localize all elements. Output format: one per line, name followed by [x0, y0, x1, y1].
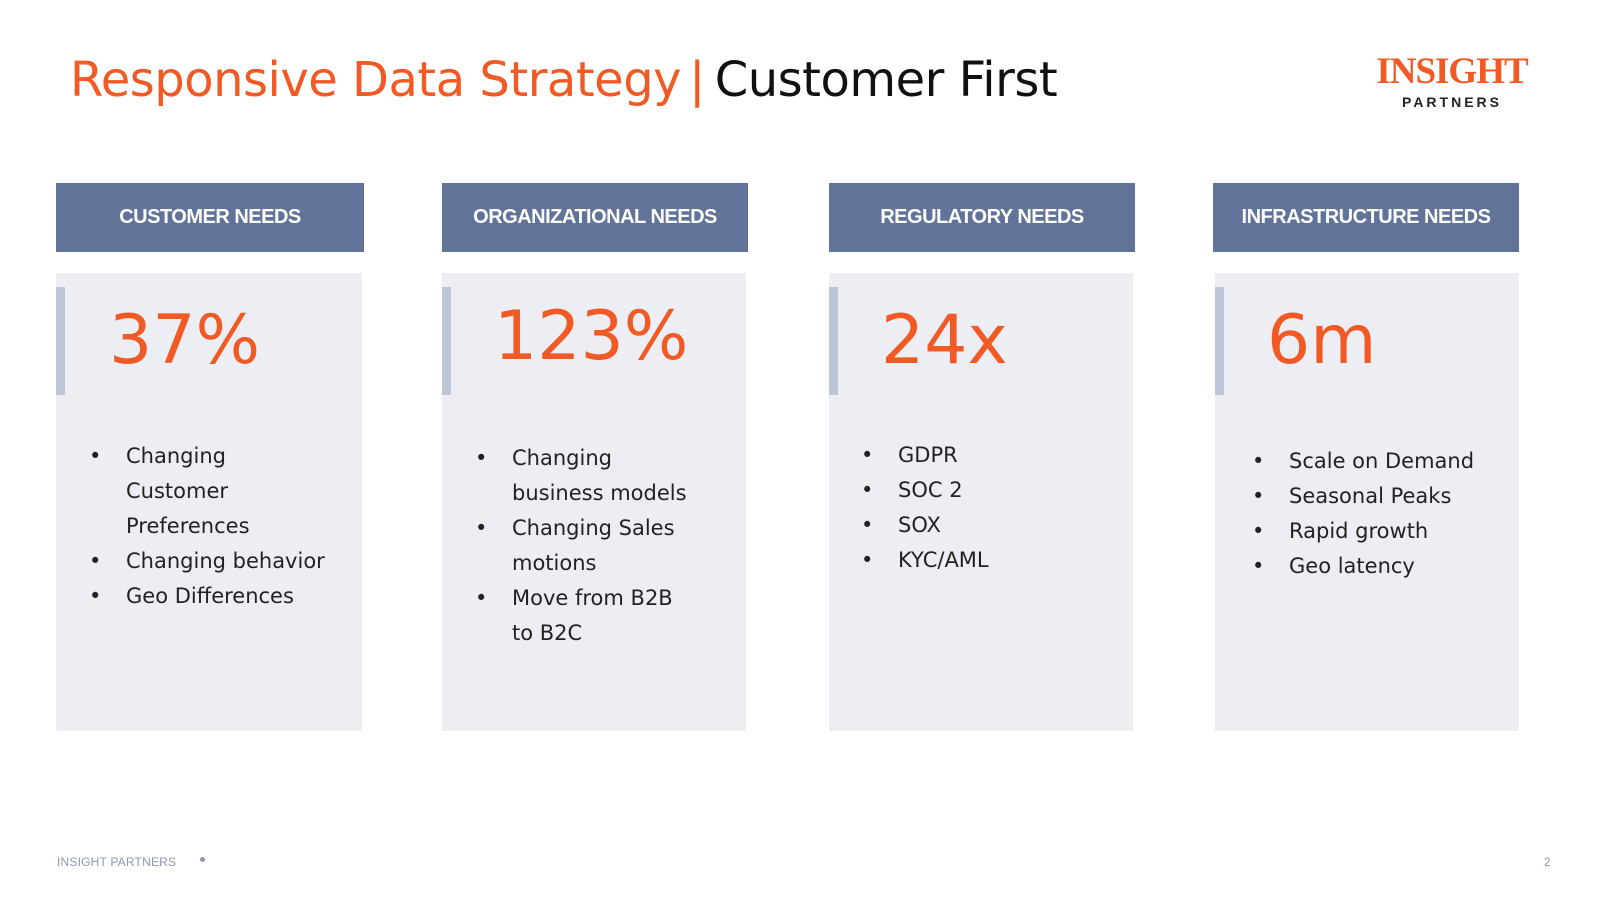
- stat-infrastructure-needs: 6m: [1267, 301, 1377, 380]
- slide-title: Responsive Data Strategy | Customer First: [70, 52, 1058, 110]
- accent-bar: [829, 287, 838, 395]
- bullet-list-organizational-needs: Changing business models Changing Sales …: [475, 441, 725, 651]
- panel-infrastructure-needs: 6m Scale on Demand Seasonal Peaks Rapid …: [1215, 273, 1519, 731]
- list-item: Rapid growth: [1252, 514, 1512, 549]
- list-item: Geo Differences: [89, 579, 349, 614]
- list-item: Geo latency: [1252, 549, 1512, 584]
- bullet-list-customer-needs: Changing Customer Preferences Changing b…: [89, 439, 349, 614]
- accent-bar: [1215, 287, 1224, 395]
- title-main: Responsive Data Strategy: [70, 52, 682, 108]
- panel-organizational-needs: 123% Changing business models Changing S…: [442, 273, 746, 731]
- list-item: Scale on Demand: [1252, 444, 1512, 479]
- list-item: Seasonal Peaks: [1252, 479, 1512, 514]
- accent-bar: [56, 287, 65, 395]
- header-regulatory-needs: REGULATORY NEEDS: [829, 183, 1135, 252]
- list-item: Move from B2B to B2C: [475, 581, 682, 651]
- list-item: KYC/AML: [861, 543, 1111, 578]
- list-item: Changing behavior: [89, 544, 349, 579]
- list-item: Changing business models: [475, 441, 702, 511]
- insight-partners-logo: INSIGHT PARTNERS: [1372, 51, 1532, 111]
- stat-customer-needs: 37%: [109, 301, 261, 380]
- bullet-list-regulatory-needs: GDPR SOC 2 SOX KYC/AML: [861, 438, 1111, 578]
- logo-subtitle: PARTNERS: [1402, 94, 1502, 110]
- title-sub: Customer First: [714, 52, 1058, 108]
- title-separator: |: [689, 52, 705, 108]
- list-item: SOC 2: [861, 473, 1111, 508]
- accent-bar: [442, 287, 451, 395]
- header-organizational-needs: ORGANIZATIONAL NEEDS: [442, 183, 748, 252]
- header-customer-needs: CUSTOMER NEEDS: [56, 183, 364, 252]
- list-item: SOX: [861, 508, 1111, 543]
- list-item: Changing Sales motions: [475, 511, 692, 581]
- stat-organizational-needs: 123%: [494, 297, 689, 376]
- list-item: Changing Customer Preferences: [89, 439, 266, 544]
- panel-regulatory-needs: 24x GDPR SOC 2 SOX KYC/AML: [829, 273, 1133, 731]
- list-item: GDPR: [861, 438, 1111, 473]
- logo-wordmark: INSIGHT: [1376, 51, 1528, 92]
- footer-company: INSIGHT PARTNERS: [57, 855, 177, 869]
- footer-dot-icon: [200, 857, 205, 862]
- bullet-list-infrastructure-needs: Scale on Demand Seasonal Peaks Rapid gro…: [1252, 444, 1512, 584]
- page-number: 2: [1544, 855, 1551, 869]
- stat-regulatory-needs: 24x: [881, 301, 1008, 380]
- panel-customer-needs: 37% Changing Customer Preferences Changi…: [56, 273, 362, 731]
- header-infrastructure-needs: INFRASTRUCTURE NEEDS: [1213, 183, 1519, 252]
